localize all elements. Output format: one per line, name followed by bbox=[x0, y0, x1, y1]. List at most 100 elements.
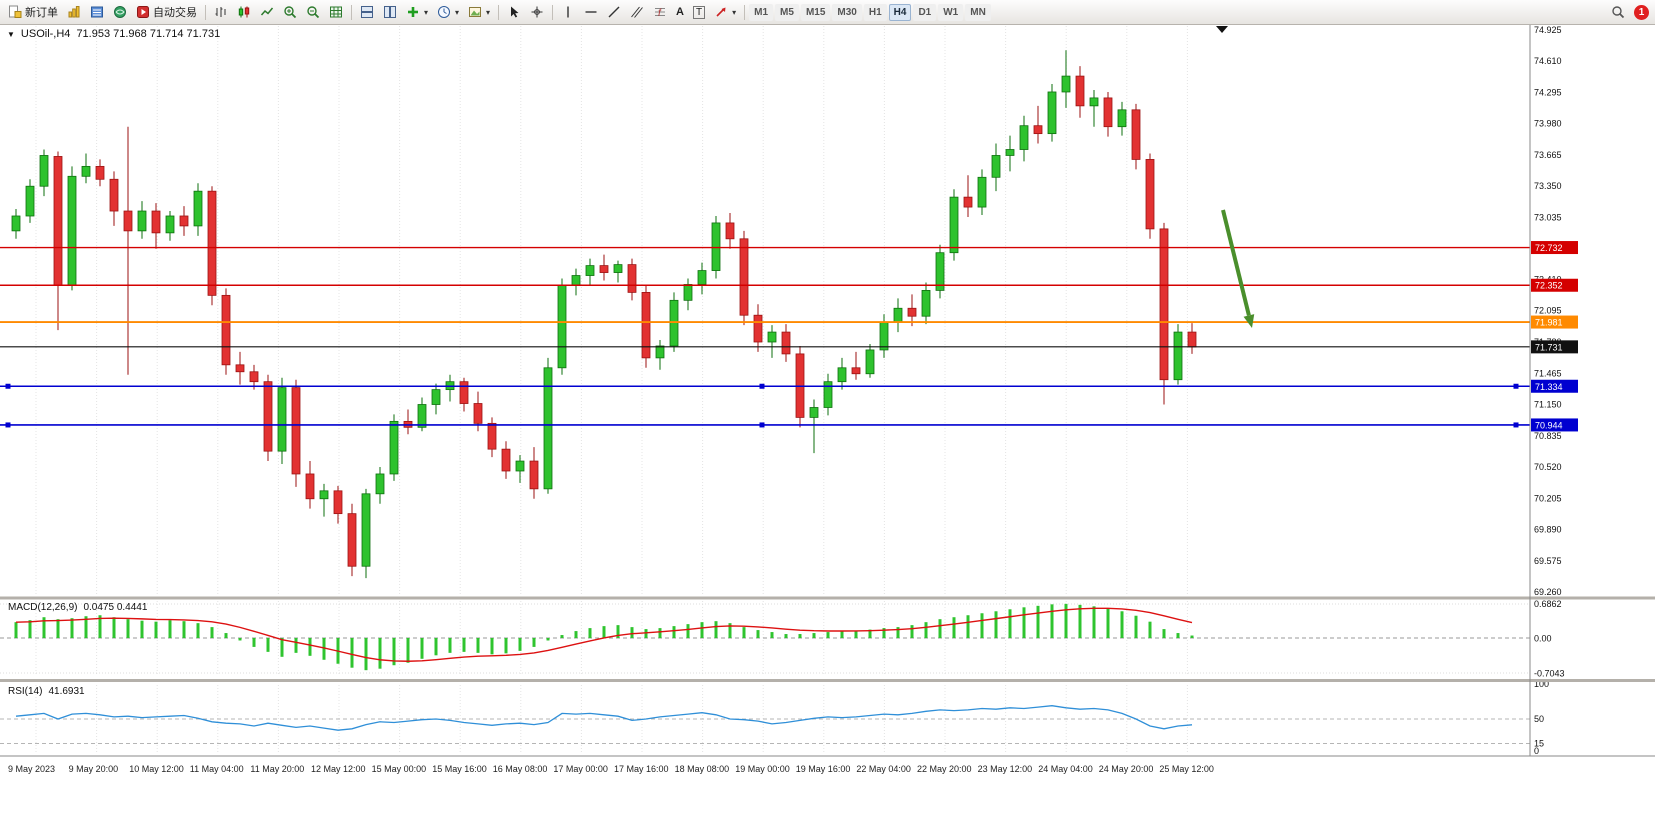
notification-badge[interactable]: 1 bbox=[1634, 4, 1649, 20]
candle-body bbox=[305, 473, 315, 500]
line-chart-button[interactable] bbox=[256, 2, 278, 22]
line-handle[interactable] bbox=[759, 383, 765, 389]
candle-body bbox=[193, 190, 203, 227]
price-tag bbox=[1531, 278, 1578, 292]
toolbar: 新订单 自动交易 ▾ ▾ bbox=[0, 0, 1655, 25]
grid-button[interactable] bbox=[325, 2, 347, 22]
trend-arrow-annotation[interactable] bbox=[1221, 209, 1251, 316]
data-window-button[interactable] bbox=[86, 2, 108, 22]
price-tag-label: 71.981 bbox=[1535, 318, 1563, 328]
trendline-button[interactable] bbox=[603, 2, 625, 22]
price-tag-label: 71.334 bbox=[1535, 382, 1563, 392]
navigator-button[interactable] bbox=[109, 2, 131, 22]
candle-body bbox=[627, 264, 637, 293]
vertical-line-icon bbox=[567, 6, 569, 18]
timeframe-button-m1[interactable]: M1 bbox=[749, 3, 774, 21]
price-tick-label: 69.260 bbox=[1534, 587, 1562, 597]
search-button[interactable] bbox=[1607, 2, 1629, 22]
candle-body bbox=[543, 367, 553, 490]
candle-body bbox=[613, 264, 623, 273]
candle-body bbox=[879, 321, 889, 351]
timeframe-button-mn[interactable]: MN bbox=[965, 3, 991, 21]
new-order-button[interactable]: 新订单 bbox=[4, 2, 62, 22]
candle-body bbox=[1173, 331, 1183, 381]
candlestick-chart-button[interactable] bbox=[233, 2, 255, 22]
candle-body bbox=[907, 307, 917, 317]
zoom-out-button[interactable] bbox=[302, 2, 324, 22]
candle-body bbox=[123, 210, 133, 232]
templates-button[interactable]: ▾ bbox=[464, 2, 494, 22]
ohlc-values: 71.953 71.968 71.714 71.731 bbox=[76, 28, 221, 40]
price-tag bbox=[1531, 379, 1578, 393]
price-tag-label: 70.944 bbox=[1535, 420, 1563, 430]
time-axis-label: 24 May 04:00 bbox=[1038, 764, 1093, 774]
candle-body bbox=[417, 404, 427, 428]
periods-button[interactable]: ▾ bbox=[433, 2, 463, 22]
candlestick-chart-icon bbox=[238, 6, 250, 18]
vertical-line-button[interactable] bbox=[557, 2, 579, 22]
candle-body bbox=[361, 493, 371, 567]
candle-body bbox=[165, 215, 175, 234]
chevron-down-icon: ▾ bbox=[424, 7, 429, 17]
price-tick-label: 74.925 bbox=[1534, 25, 1562, 35]
time-marker-triangle bbox=[1216, 26, 1228, 33]
zoom-in-button[interactable] bbox=[279, 2, 301, 22]
text-button[interactable]: A bbox=[672, 2, 688, 22]
price-tag-label: 72.352 bbox=[1535, 281, 1563, 291]
candle-body bbox=[655, 345, 665, 359]
line-handle[interactable] bbox=[759, 422, 765, 428]
candle-body bbox=[473, 403, 483, 424]
candle-body bbox=[753, 314, 763, 343]
auto-trading-button[interactable]: 自动交易 bbox=[132, 2, 201, 22]
candle-body bbox=[571, 275, 581, 286]
time-axis-label: 11 May 04:00 bbox=[190, 764, 244, 774]
cursor-button[interactable] bbox=[503, 2, 525, 22]
time-axis-label: 9 May 20:00 bbox=[69, 764, 119, 774]
candle-body bbox=[431, 389, 441, 405]
timeframe-button-d1[interactable]: D1 bbox=[913, 3, 937, 21]
candle-body bbox=[725, 222, 735, 240]
line-chart-icon bbox=[260, 7, 274, 16]
crosshair-button[interactable] bbox=[526, 2, 548, 22]
fibonacci-button[interactable]: f bbox=[649, 2, 671, 22]
candle-body bbox=[781, 331, 791, 355]
channel-icon bbox=[631, 6, 643, 18]
label-button[interactable]: T bbox=[689, 2, 709, 22]
time-axis-label: 22 May 20:00 bbox=[917, 764, 972, 774]
arrows-button[interactable]: ▾ bbox=[710, 2, 740, 22]
candle-body bbox=[11, 215, 21, 232]
line-handle[interactable] bbox=[5, 422, 11, 428]
price-tick-label: 70.520 bbox=[1534, 462, 1562, 472]
candle-body bbox=[1131, 109, 1141, 160]
new-order-icon bbox=[9, 5, 22, 18]
line-handle[interactable] bbox=[5, 383, 11, 389]
cascade-windows-button[interactable] bbox=[379, 2, 401, 22]
time-axis-label: 9 May 2023 bbox=[8, 764, 55, 774]
line-handle[interactable] bbox=[1513, 383, 1519, 389]
timeframe-button-m15[interactable]: M15 bbox=[800, 3, 831, 21]
timeframe-button-h4[interactable]: H4 bbox=[888, 3, 912, 21]
trend-arrow-head[interactable] bbox=[1243, 314, 1255, 328]
candle-body bbox=[137, 210, 147, 232]
price-tick-label: 69.575 bbox=[1534, 556, 1562, 566]
timeframe-button-h1[interactable]: H1 bbox=[863, 3, 887, 21]
timeframe-button-m5[interactable]: M5 bbox=[775, 3, 799, 21]
time-axis[interactable] bbox=[0, 757, 1530, 781]
tile-windows-button[interactable] bbox=[356, 2, 378, 22]
indicators-button[interactable]: ▾ bbox=[402, 2, 432, 22]
bar-chart-button[interactable] bbox=[210, 2, 232, 22]
timeframe-button-w1[interactable]: W1 bbox=[938, 3, 964, 21]
candle-body bbox=[739, 238, 749, 316]
candle-body bbox=[1117, 109, 1127, 128]
candle-body bbox=[1033, 125, 1043, 135]
candle-body bbox=[291, 387, 301, 475]
channel-button[interactable] bbox=[626, 2, 648, 22]
horizontal-line-button[interactable] bbox=[580, 2, 602, 22]
line-handle[interactable] bbox=[1513, 422, 1519, 428]
time-axis-label: 15 May 00:00 bbox=[372, 764, 427, 774]
market-watch-button[interactable] bbox=[63, 2, 85, 22]
cursor-icon bbox=[511, 6, 519, 18]
timeframe-button-m30[interactable]: M30 bbox=[832, 3, 862, 21]
candle-body bbox=[501, 448, 511, 472]
